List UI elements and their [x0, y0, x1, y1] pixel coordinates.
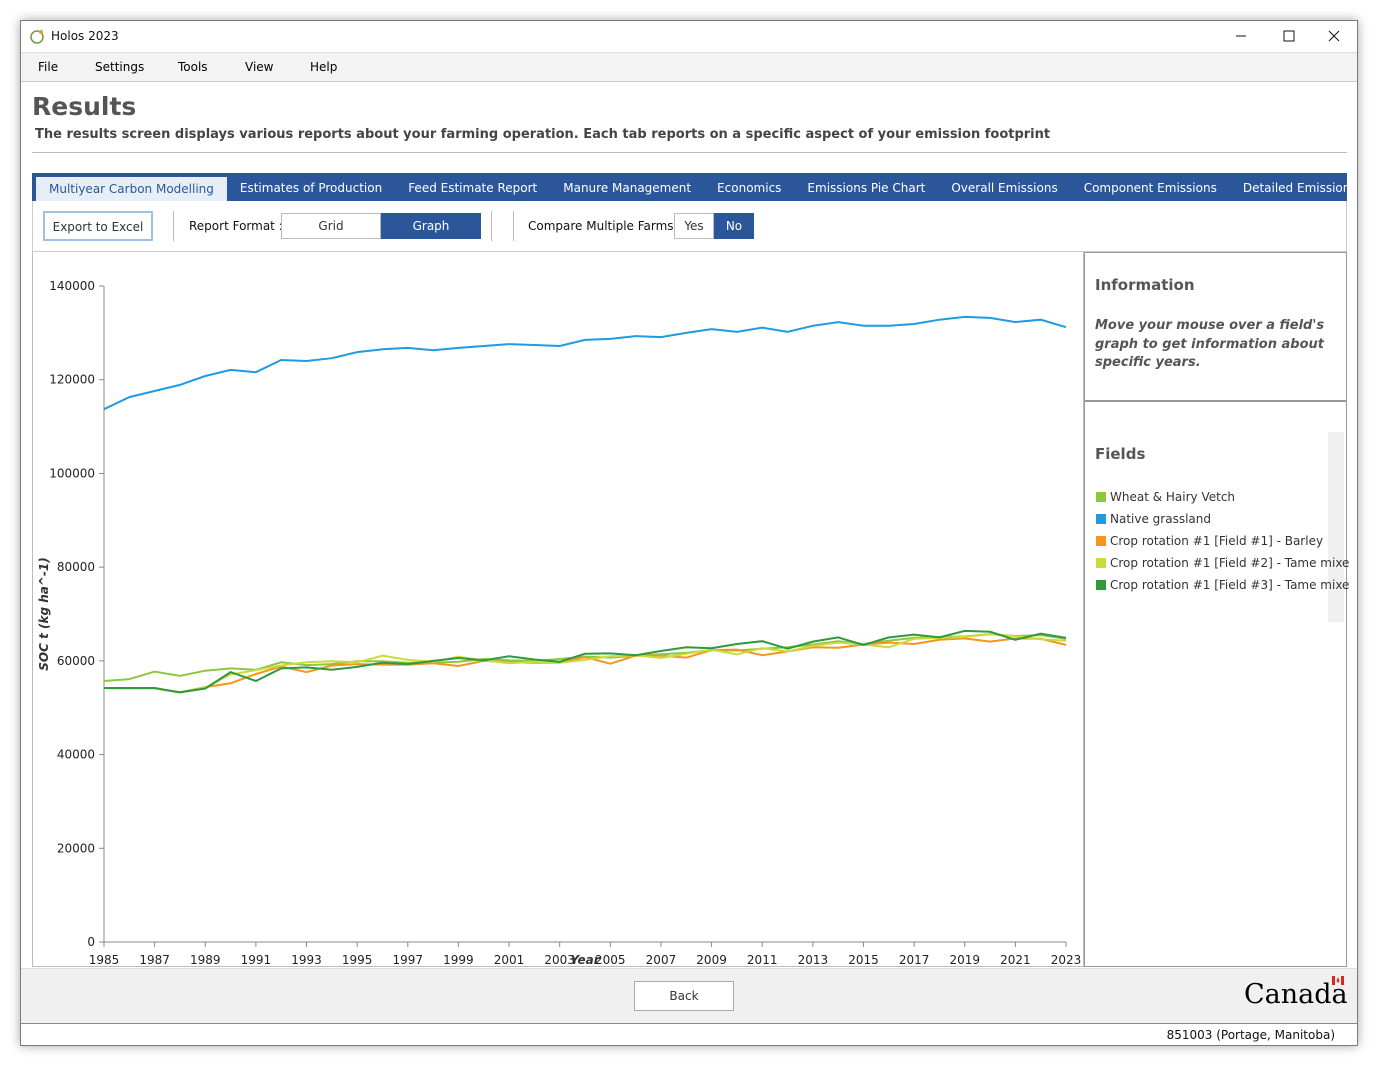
- x-tick-label: 2009: [696, 953, 727, 967]
- x-tick-label: 2003: [544, 953, 575, 967]
- x-tick-label: 1991: [241, 953, 272, 967]
- app-icon: [30, 30, 44, 44]
- scrollbar[interactable]: [1328, 432, 1344, 622]
- y-tick-label: 20000: [57, 841, 95, 855]
- x-tick-label: 2011: [747, 953, 778, 967]
- x-tick-label: 2013: [798, 953, 829, 967]
- status-text: 851003 (Portage, Manitoba): [1166, 1028, 1335, 1042]
- tab-bar: Multiyear Carbon Modelling Estimates of P…: [32, 173, 1357, 201]
- flag-icon: [1332, 976, 1344, 985]
- series-line: [103, 315, 1067, 411]
- series-line: [104, 629, 1067, 694]
- tab[interactable]: Component Emissions: [1083, 181, 1217, 195]
- x-tick-label: 2023: [1051, 953, 1082, 967]
- tab[interactable]: Manure Management: [563, 181, 692, 195]
- legend-label: Crop rotation #1 [Field #2] - Tame mixe: [1110, 556, 1350, 570]
- x-tick-label: 2017: [899, 953, 930, 967]
- x-tick-label: 2007: [646, 953, 677, 967]
- x-tick-label: 2021: [1000, 953, 1031, 967]
- menu-bar: File Settings Tools View Help: [21, 52, 1357, 82]
- tab[interactable]: Emissions Pie Chart: [807, 181, 926, 195]
- divider: [32, 152, 1347, 153]
- fields-title: Fields: [1095, 445, 1146, 463]
- app-window: Holos 2023 File Settings Tools View Help…: [20, 20, 1358, 1046]
- y-tick-label: 80000: [57, 560, 95, 574]
- fields-panel: Fields Wheat & Hairy Vetch Native grassla…: [1084, 401, 1349, 967]
- legend-label: Crop rotation #1 [Field #3] - Tame mixe: [1110, 578, 1350, 592]
- tab[interactable]: Multiyear Carbon Modelling: [36, 177, 227, 201]
- legend-swatch: [1096, 514, 1106, 524]
- info-text: Move your mouse over a field's graph to …: [1095, 318, 1325, 370]
- info-panel: Information Move your mouse over a field…: [1084, 252, 1347, 401]
- x-tick-label: 2005: [595, 953, 626, 967]
- legend: Wheat & Hairy Vetch Native grassland Crop …: [1096, 486, 1349, 596]
- menu-item[interactable]: Tools: [178, 60, 208, 74]
- legend-swatch: [1096, 558, 1106, 568]
- legend-swatch: [1096, 536, 1106, 546]
- tab[interactable]: Feed Estimate Report: [408, 181, 538, 195]
- y-tick-label: 120000: [49, 373, 95, 387]
- x-tick-label: 1997: [393, 953, 424, 967]
- x-tick-label: 1993: [291, 953, 322, 967]
- y-tick-label: 100000: [49, 466, 95, 480]
- x-tick-label: 2019: [949, 953, 980, 967]
- series-line: [103, 633, 1067, 694]
- x-axis-label: Year: [570, 953, 600, 967]
- chart: 0 20000 40000 60000 80000 100000 120000 140000 1…: [32, 252, 1084, 967]
- x-tick-label: 2001: [494, 953, 525, 967]
- menu-item[interactable]: File: [38, 60, 59, 74]
- legend-swatch: [1096, 580, 1106, 590]
- y-tick-label: 0: [87, 935, 95, 949]
- x-tick-label: 1989: [190, 953, 221, 967]
- window-controls[interactable]: [1221, 21, 1357, 51]
- tab[interactable]: Detailed Emission Report: [1242, 181, 1357, 195]
- footer: Back Canada: [21, 968, 1357, 1023]
- status-bar: 851003 (Portage, Manitoba): [21, 1023, 1357, 1045]
- menu-item[interactable]: Help: [310, 60, 338, 74]
- y-tick-label: 40000: [57, 748, 95, 762]
- compare-label: Compare Multiple Farms :: [528, 219, 682, 233]
- x-tick-label: 1995: [342, 953, 373, 967]
- page-description: The results screen displays various repo…: [35, 127, 1051, 142]
- legend-label: Native grassland: [1110, 512, 1211, 526]
- report-format-label: Report Format :: [189, 219, 283, 233]
- legend-item: Crop rotation #1 [Field #2] - Tame mixe: [1096, 552, 1349, 574]
- page-title: Results: [32, 92, 137, 121]
- window-title: Holos 2023: [51, 29, 119, 43]
- yes-button[interactable]: Yes: [674, 213, 714, 239]
- y-tick-label: 140000: [49, 279, 95, 293]
- legend-label: Crop rotation #1 [Field #1] - Barley: [1110, 534, 1324, 548]
- graph-button[interactable]: Graph: [381, 213, 481, 239]
- tab[interactable]: Overall Emissions: [951, 181, 1058, 195]
- x-tick-label: 1985: [89, 953, 120, 967]
- no-button[interactable]: No: [714, 213, 754, 239]
- x-tick-label: 1999: [443, 953, 474, 967]
- canada-wordmark: Canada: [1244, 979, 1348, 1010]
- x-tick-label: 1987: [139, 953, 170, 967]
- menu-item[interactable]: Settings: [95, 60, 145, 74]
- legend-item: Wheat & Hairy Vetch: [1096, 486, 1349, 508]
- legend-label: Wheat & Hairy Vetch: [1110, 490, 1236, 504]
- legend-swatch: [1096, 492, 1106, 502]
- back-button[interactable]: Back: [634, 981, 734, 1011]
- y-tick-label: 60000: [57, 654, 95, 668]
- y-axis-label: SOC t (kg ha^-1): [37, 557, 51, 670]
- tab[interactable]: Economics: [717, 181, 782, 195]
- grid-button[interactable]: Grid: [281, 213, 381, 239]
- menu-item[interactable]: View: [245, 60, 274, 74]
- legend-item: Crop rotation #1 [Field #3] - Tame mixe: [1096, 574, 1349, 596]
- legend-item: Crop rotation #1 [Field #1] - Barley: [1096, 530, 1349, 552]
- legend-item: Native grassland: [1096, 508, 1349, 530]
- toolbar: Export to Excel Report Format : Grid Gra…: [32, 201, 1347, 252]
- info-title: Information: [1095, 276, 1195, 294]
- export-button[interactable]: Export to Excel: [43, 211, 153, 241]
- x-tick-label: 2015: [848, 953, 879, 967]
- series-line: [103, 637, 1067, 694]
- tab[interactable]: Estimates of Production: [239, 181, 383, 195]
